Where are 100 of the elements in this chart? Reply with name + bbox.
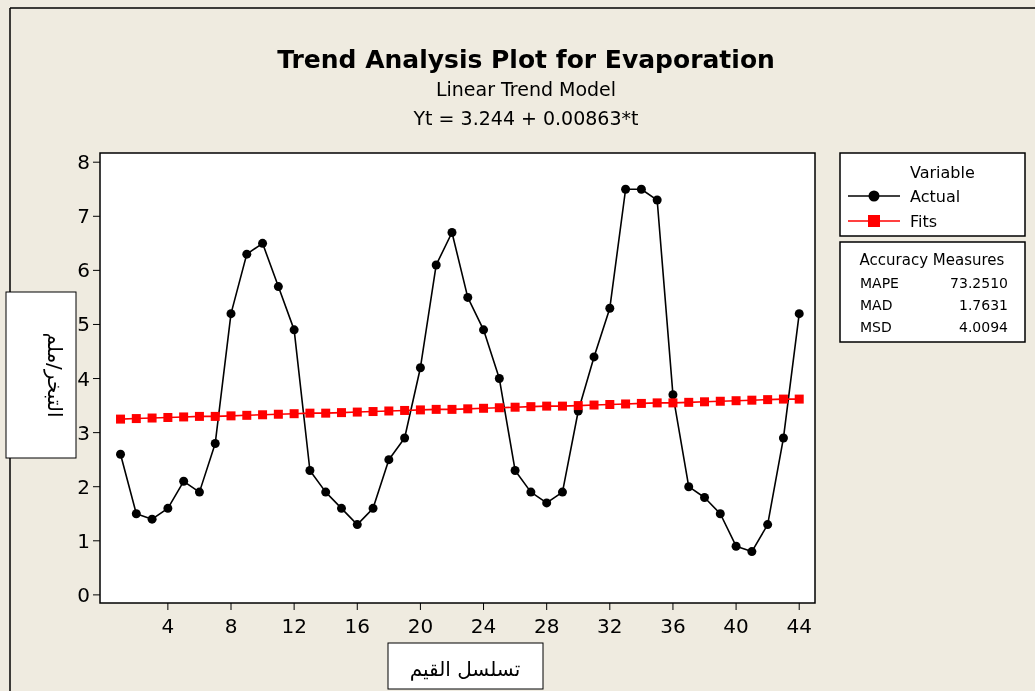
text: MAPE — [860, 275, 899, 291]
point — [289, 409, 299, 419]
legend-title: Variable — [910, 163, 975, 182]
point — [778, 394, 788, 404]
y-tick-label: 7 — [77, 204, 90, 229]
point — [605, 400, 615, 409]
point — [352, 407, 362, 417]
text: 4.0094 — [959, 319, 1009, 335]
point — [242, 410, 252, 420]
point — [794, 309, 804, 319]
point — [210, 438, 220, 448]
point — [400, 433, 410, 443]
point — [431, 404, 441, 414]
point — [636, 184, 646, 194]
point — [668, 398, 678, 408]
point — [163, 412, 173, 422]
point — [352, 520, 362, 530]
point — [116, 449, 126, 459]
point — [747, 547, 757, 557]
point — [731, 541, 741, 551]
point — [494, 403, 504, 413]
text: MAD — [860, 297, 893, 313]
point — [321, 408, 331, 418]
point — [415, 405, 425, 415]
point — [747, 395, 757, 405]
y-tick-label: 3 — [77, 420, 90, 445]
x-tick-label: 16 — [344, 614, 370, 638]
point — [258, 238, 268, 248]
point — [273, 282, 283, 292]
point — [573, 401, 583, 411]
point — [684, 482, 694, 492]
x-tick-label: 44 — [786, 614, 812, 638]
point — [542, 498, 552, 508]
point — [479, 403, 489, 413]
point — [494, 374, 504, 384]
text: 1.7631 — [959, 297, 1008, 313]
point — [557, 401, 567, 411]
point — [210, 411, 220, 421]
point — [289, 325, 299, 335]
point — [447, 228, 457, 238]
y-tick-label: 2 — [77, 474, 90, 499]
point — [778, 433, 788, 443]
point — [794, 394, 804, 404]
point — [147, 413, 157, 423]
point — [368, 503, 378, 513]
x-tick-label: 8 — [224, 614, 238, 638]
chart-subtitle: Linear Trend Model Yt = 3.244 + 0.00863*t — [412, 78, 639, 129]
point — [179, 412, 189, 422]
x-tick-label: 4 — [161, 614, 175, 638]
point — [526, 487, 536, 497]
point — [447, 404, 457, 414]
point — [542, 401, 552, 411]
point — [131, 414, 141, 424]
point — [368, 407, 378, 417]
x-tick-label: 28 — [533, 614, 560, 638]
point — [463, 292, 473, 302]
point — [400, 405, 410, 415]
point — [179, 476, 189, 486]
point — [273, 409, 283, 419]
point — [763, 395, 773, 405]
x-tick-label: 36 — [660, 614, 686, 638]
point — [116, 414, 126, 424]
point — [336, 503, 346, 513]
point — [684, 397, 694, 407]
point — [652, 398, 662, 408]
point — [700, 493, 710, 503]
x-tick-label: 12 — [281, 614, 307, 638]
point — [147, 514, 157, 524]
x-tick-label: 24 — [470, 614, 497, 638]
point — [194, 411, 204, 421]
point — [194, 487, 204, 497]
point — [163, 503, 173, 513]
point — [226, 411, 236, 421]
point — [336, 408, 346, 418]
point — [131, 509, 141, 519]
point — [305, 408, 315, 418]
point — [715, 509, 725, 519]
y-tick-label: 4 — [77, 366, 90, 391]
text: 73.2510 — [950, 275, 1008, 291]
chart-title: Trend Analysis Plot for Evaporation — [277, 45, 775, 74]
point — [636, 398, 646, 408]
point — [384, 406, 394, 416]
y-tick-label: 6 — [77, 258, 90, 283]
point — [605, 303, 615, 313]
point — [479, 325, 489, 335]
point — [415, 363, 425, 373]
point — [510, 402, 520, 412]
point — [589, 400, 599, 410]
x-axis-title: تسلسل القيم — [409, 657, 521, 681]
point — [589, 352, 599, 362]
x-tick-label: 20 — [407, 614, 434, 638]
y-tick-label: 0 — [77, 582, 90, 607]
point — [258, 410, 268, 420]
point — [652, 195, 662, 205]
point — [763, 520, 773, 530]
legend-label: Actual — [910, 187, 961, 206]
point — [305, 465, 315, 475]
point — [526, 402, 536, 412]
y-axis-title: التبخر/ملم — [43, 332, 67, 418]
x-tick-label: 32 — [597, 614, 623, 638]
